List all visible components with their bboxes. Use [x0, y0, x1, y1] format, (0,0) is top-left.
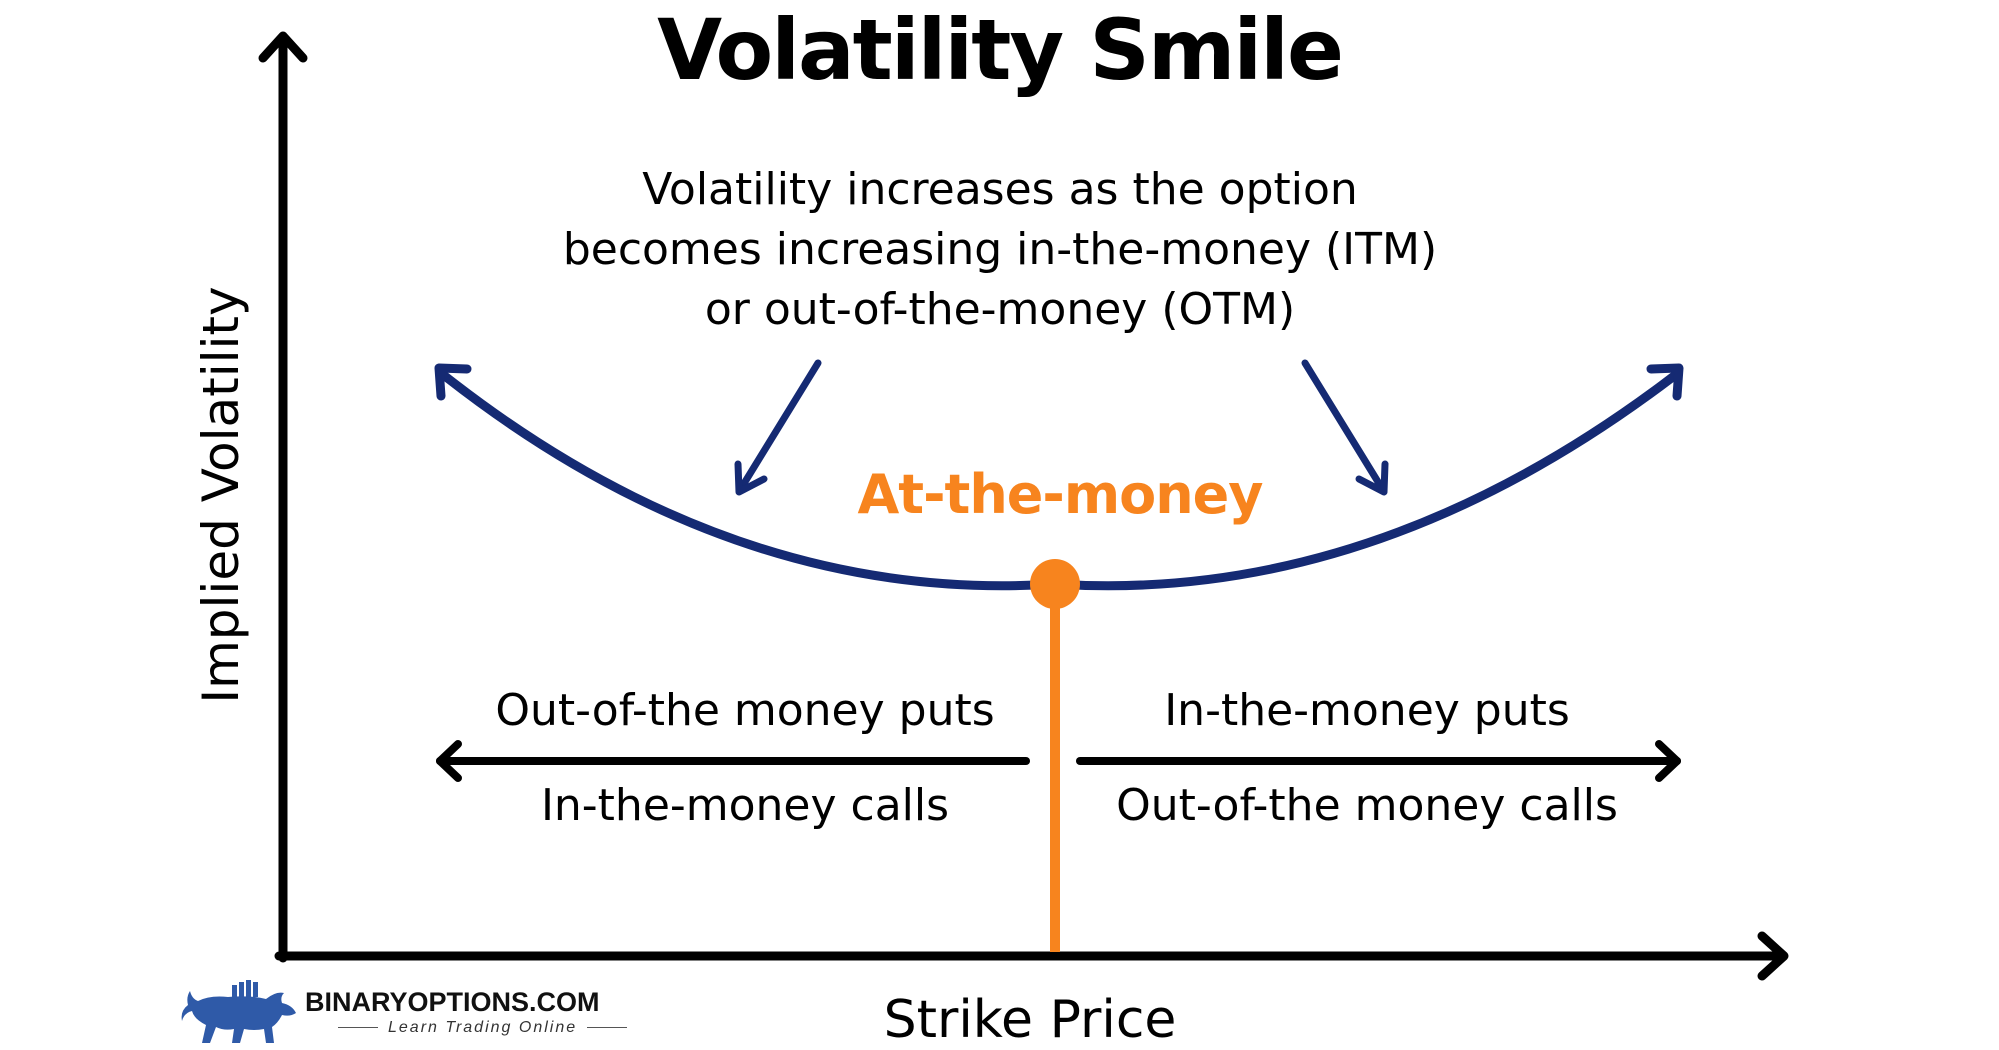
pointer-arrow-left-head: [734, 460, 768, 496]
bull-icon: [181, 980, 296, 1043]
left-region-top-label: Out-of-the money puts: [495, 685, 995, 736]
at-the-money-label: At-the-money: [857, 463, 1264, 526]
left-region-bottom-label: In-the-money calls: [540, 780, 950, 831]
pointer-arrow-left: [736, 359, 822, 494]
direction-arrows: [436, 740, 1681, 782]
x-axis-arrowhead: [1757, 931, 1789, 981]
brand-name: BINARYOPTIONS.COM: [305, 987, 600, 1017]
description-line-2: becomes increasing in-the-money (ITM): [562, 224, 1438, 275]
axes: [258, 31, 1789, 981]
y-axis-label: Implied Volatility: [192, 286, 250, 704]
atm-point: [1030, 559, 1080, 609]
x-axis-label: Strike Price: [883, 990, 1177, 1050]
description-line-3: or out-of-the-money (OTM): [704, 284, 1296, 335]
description-text: Volatility increases as the option becom…: [480, 160, 1520, 340]
diagram-title: Volatility Smile: [657, 1, 1344, 99]
pointer-arrow-right-head: [1355, 460, 1389, 496]
smile-curve-right-arrowhead: [1646, 363, 1684, 401]
right-direction-arrowhead: [1655, 740, 1681, 782]
smile-curve-left-arrowhead: [434, 363, 472, 401]
right-region-top-label: In-the-money puts: [1164, 685, 1570, 736]
pointer-arrows: [734, 359, 1389, 496]
y-axis-arrowhead: [258, 31, 308, 63]
description-line-1: Volatility increases as the option: [642, 164, 1358, 215]
pointer-arrow-right: [1301, 359, 1387, 494]
right-region-bottom-label: Out-of-the money calls: [1116, 780, 1618, 831]
brand-logo: BINARYOPTIONS.COM Learn Trading Online: [180, 980, 620, 1050]
brand-tagline: Learn Trading Online: [328, 1018, 637, 1038]
atm-marker: [1030, 559, 1080, 952]
left-direction-arrowhead: [436, 740, 462, 782]
